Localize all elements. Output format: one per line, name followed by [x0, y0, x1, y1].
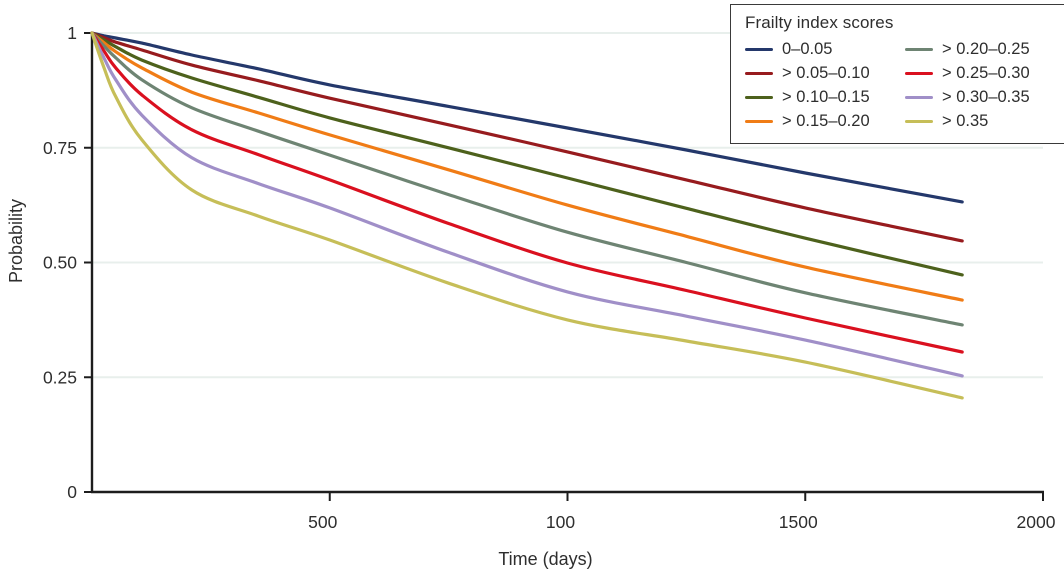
x-tick-label: 2000 [1017, 512, 1056, 532]
legend-entry-label: > 0.20–0.25 [942, 39, 1030, 58]
y-axis-title: Probability [6, 199, 26, 283]
y-tick-label: 0.50 [43, 253, 77, 273]
legend-swatch-line-icon [745, 47, 773, 51]
survival-curve--0.30-0.35 [90, 31, 964, 378]
survival-curve--0.35 [90, 31, 964, 400]
x-tick-label: 1500 [779, 512, 818, 532]
legend-entry-label: > 0.30–0.35 [942, 87, 1030, 106]
legend-entry-label: > 0.25–0.30 [942, 63, 1030, 82]
survival-curve--0.15-0.20 [90, 31, 964, 302]
y-tick-label: 0.25 [43, 367, 77, 387]
legend-swatch-line-icon [905, 71, 933, 75]
legend-entry: > 0.30–0.35 [905, 85, 1064, 109]
survival-curve--0.20-0.25 [90, 31, 964, 327]
legend-entry-label: > 0.15–0.20 [782, 111, 870, 130]
legend-swatch-line-icon [905, 119, 933, 123]
legend-entry-label: 0–0.05 [782, 39, 833, 58]
legend-entry: > 0.35 [905, 109, 1064, 133]
legend-grid: 0–0.05 > 0.05–0.10 > 0.10–0.15 > 0.15–0.20 >… [745, 37, 1057, 133]
legend-entry: 0–0.05 [745, 37, 905, 61]
x-tick-label: 100 [546, 512, 575, 532]
x-axis-title: Time (days) [498, 549, 592, 569]
y-tick-label: 0 [67, 482, 77, 502]
survival-curve--0.05-0.10 [90, 31, 964, 243]
survival-curve-0-0.05 [90, 31, 964, 204]
x-tick-label: 500 [308, 512, 337, 532]
y-tick-label: 0.75 [43, 138, 77, 158]
legend-box: Frailty index scores 0–0.05 > 0.05–0.10 > … [730, 4, 1064, 144]
legend-title: Frailty index scores [745, 13, 894, 32]
legend-swatch-line-icon [905, 95, 933, 99]
legend-entry-label: > 0.35 [942, 111, 989, 130]
survival-curve--0.25-0.30 [90, 31, 964, 354]
legend-entry: > 0.10–0.15 [745, 85, 905, 109]
legend-entry: > 0.05–0.10 [745, 61, 905, 85]
legend-swatch-line-icon [905, 47, 933, 51]
legend-entry-label: > 0.05–0.10 [782, 63, 870, 82]
survival-curve--0.10-0.15 [90, 31, 964, 277]
legend-entry: > 0.20–0.25 [905, 37, 1064, 61]
legend-entry: > 0.15–0.20 [745, 109, 905, 133]
legend-entry: > 0.25–0.30 [905, 61, 1064, 85]
legend-entry-label: > 0.10–0.15 [782, 87, 870, 106]
y-tick-label: 1 [67, 23, 77, 43]
legend-swatch-line-icon [745, 119, 773, 123]
legend-swatch-line-icon [745, 71, 773, 75]
legend-swatch-line-icon [745, 95, 773, 99]
